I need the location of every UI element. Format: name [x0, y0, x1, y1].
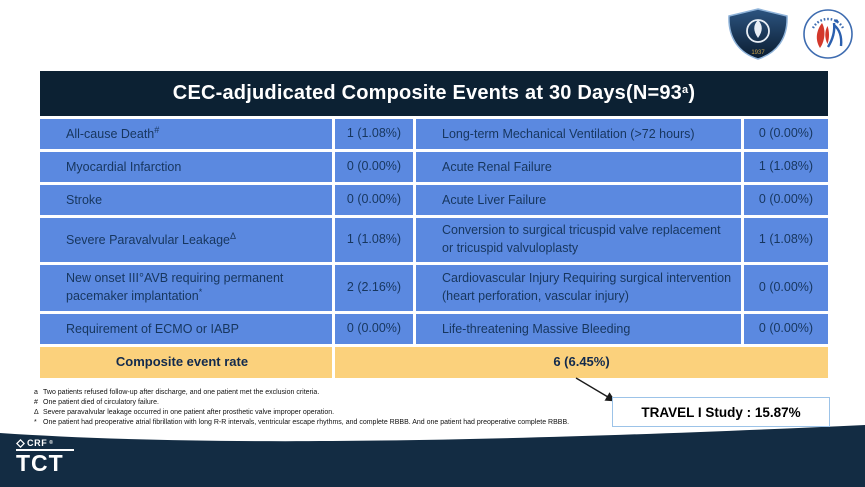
- event-label: Long-term Mechanical Ventilation (>72 ho…: [442, 127, 695, 142]
- table-title: CEC-adjudicated Composite Events at 30 D…: [40, 71, 828, 116]
- event-label-cell: All-cause Death#: [40, 119, 332, 149]
- composite-rate-row: Composite event rate 6 (6.45%): [40, 347, 828, 378]
- footnote-symbol: a: [34, 389, 38, 396]
- event-label: Requirement of ECMO or IABP: [66, 322, 239, 337]
- event-label-cell: Myocardial Infarction: [40, 152, 332, 182]
- event-label-cell: Requirement of ECMO or IABP: [40, 314, 332, 344]
- event-value: 0 (0.00%): [346, 321, 402, 336]
- crf-trademark: ®: [49, 440, 54, 446]
- event-value-cell: 0 (0.00%): [335, 185, 413, 215]
- event-label-cell: Severe Paravalvular LeakageΔ: [40, 218, 332, 262]
- tct-divider-line: [16, 449, 74, 451]
- footnote-list: a Two patients refused follow-up after d…: [34, 388, 594, 428]
- event-value-cell: 0 (0.00%): [744, 314, 828, 344]
- event-value: 0 (0.00%): [346, 192, 402, 207]
- event-label: Stroke: [66, 193, 103, 208]
- shield-year-label: 1937: [751, 50, 765, 56]
- event-value-cell: 2 (2.16%): [335, 265, 413, 311]
- event-value: 1 (1.08%): [346, 232, 402, 247]
- event-label: Myocardial Infarction: [66, 160, 182, 175]
- event-value-cell: 1 (1.08%): [335, 218, 413, 262]
- table-body: All-cause Death# 1 (1.08%) Long-term Mec…: [40, 119, 828, 378]
- event-value: 0 (0.00%): [758, 280, 814, 295]
- hospital-shield-logo: 1937: [728, 8, 788, 60]
- event-label: Acute Liver Failure: [442, 193, 547, 208]
- event-label: Conversion to surgical tricuspid valve r…: [442, 223, 721, 256]
- footnote-text: One patient died of circulatory failure.: [43, 399, 159, 406]
- tct-brand: CRF ® TCT: [16, 438, 74, 475]
- event-label: Cardiovascular Injury Requiring surgical…: [442, 271, 732, 304]
- footnote: a Two patients refused follow-up after d…: [34, 388, 594, 398]
- footnote-text: Two patients refused follow-up after dis…: [43, 389, 320, 396]
- event-value-cell: 1 (1.08%): [335, 119, 413, 149]
- footnote-text: One patient had preoperative atrial fibr…: [43, 419, 570, 426]
- event-value: 1 (1.08%): [346, 126, 402, 141]
- events-table: CEC-adjudicated Composite Events at 30 D…: [40, 71, 828, 378]
- travel-study-text: TRAVEL I Study : 15.87%: [641, 404, 801, 420]
- event-label: All-cause Death: [66, 127, 155, 142]
- table-row: Requirement of ECMO or IABP 0 (0.00%) Li…: [40, 314, 828, 344]
- composite-rate-label-cell: Composite event rate: [40, 347, 332, 378]
- composite-rate-value: 6 (6.45%): [553, 354, 610, 370]
- crf-label: CRF: [27, 438, 48, 448]
- event-value: 0 (0.00%): [346, 159, 402, 174]
- footnote: Δ Severe paravalvular leakage occurred i…: [34, 408, 594, 418]
- logo-group: 1937: [725, 8, 853, 60]
- footnote-symbol: *: [34, 419, 37, 426]
- event-label-cell: Stroke: [40, 185, 332, 215]
- event-label-cell: New onset III°AVB requiring permanent pa…: [40, 265, 332, 311]
- event-label: Acute Renal Failure: [442, 160, 552, 175]
- event-value-cell: 1 (1.08%): [744, 218, 828, 262]
- table-row: Stroke 0 (0.00%) Acute Liver Failure 0 (…: [40, 185, 828, 215]
- table-row: Severe Paravalvular LeakageΔ 1 (1.08%) C…: [40, 218, 828, 262]
- table-title-close: ): [688, 82, 696, 104]
- event-label-cell: Acute Liver Failure: [416, 185, 741, 215]
- event-value: 2 (2.16%): [346, 280, 402, 295]
- footnote-marker: #: [154, 125, 160, 136]
- tct-label: TCT: [16, 450, 64, 476]
- event-label-cell: Cardiovascular Injury Requiring surgical…: [416, 265, 741, 311]
- footnote-marker: *: [198, 286, 203, 297]
- composite-rate-value-cell: 6 (6.45%): [335, 347, 828, 378]
- bottom-wedge-decoration: [0, 425, 865, 487]
- event-label-cell: Life-threatening Massive Bleeding: [416, 314, 741, 344]
- event-value-cell: 0 (0.00%): [335, 314, 413, 344]
- event-label: Life-threatening Massive Bleeding: [442, 322, 631, 337]
- event-value-cell: 1 (1.08%): [744, 152, 828, 182]
- event-label: Severe Paravalvular Leakage: [66, 233, 230, 248]
- event-value: 0 (0.00%): [758, 321, 814, 336]
- footnote-text: Severe paravalvular leakage occurred in …: [43, 409, 335, 416]
- event-label-cell: Conversion to surgical tricuspid valve r…: [416, 218, 741, 262]
- table-row: New onset III°AVB requiring permanent pa…: [40, 265, 828, 311]
- crf-logo: CRF ®: [16, 438, 74, 448]
- event-value-cell: 0 (0.00%): [744, 185, 828, 215]
- footnote: * One patient had preoperative atrial fi…: [34, 418, 594, 428]
- table-row: Myocardial Infarction 0 (0.00%) Acute Re…: [40, 152, 828, 182]
- footnote-symbol: #: [34, 399, 38, 406]
- event-value: 1 (1.08%): [758, 232, 814, 247]
- event-value: 1 (1.08%): [758, 159, 814, 174]
- event-value: 0 (0.00%): [758, 192, 814, 207]
- travel-study-callout: TRAVEL I Study : 15.87%: [612, 397, 830, 427]
- event-label-cell: Long-term Mechanical Ventilation (>72 ho…: [416, 119, 741, 149]
- composite-rate-label: Composite event rate: [115, 354, 249, 370]
- table-title-text: CEC-adjudicated Composite Events at 30 D…: [172, 82, 682, 104]
- callout-arrow: [575, 377, 616, 402]
- event-value: 0 (0.00%): [758, 126, 814, 141]
- crf-diamond-icon: [16, 438, 25, 448]
- footnote: # One patient died of circulatory failur…: [34, 398, 594, 408]
- event-label-cell: Acute Renal Failure: [416, 152, 741, 182]
- event-value-cell: 0 (0.00%): [335, 152, 413, 182]
- footnote-marker: Δ: [230, 231, 237, 242]
- table-title-superscript: a: [682, 83, 689, 96]
- footnote-symbol: Δ: [34, 409, 39, 416]
- research-center-seal-logo: [803, 9, 853, 59]
- table-row: All-cause Death# 1 (1.08%) Long-term Mec…: [40, 119, 828, 149]
- event-value-cell: 0 (0.00%): [744, 265, 828, 311]
- event-label: New onset III°AVB requiring permanent pa…: [66, 271, 284, 304]
- event-value-cell: 0 (0.00%): [744, 119, 828, 149]
